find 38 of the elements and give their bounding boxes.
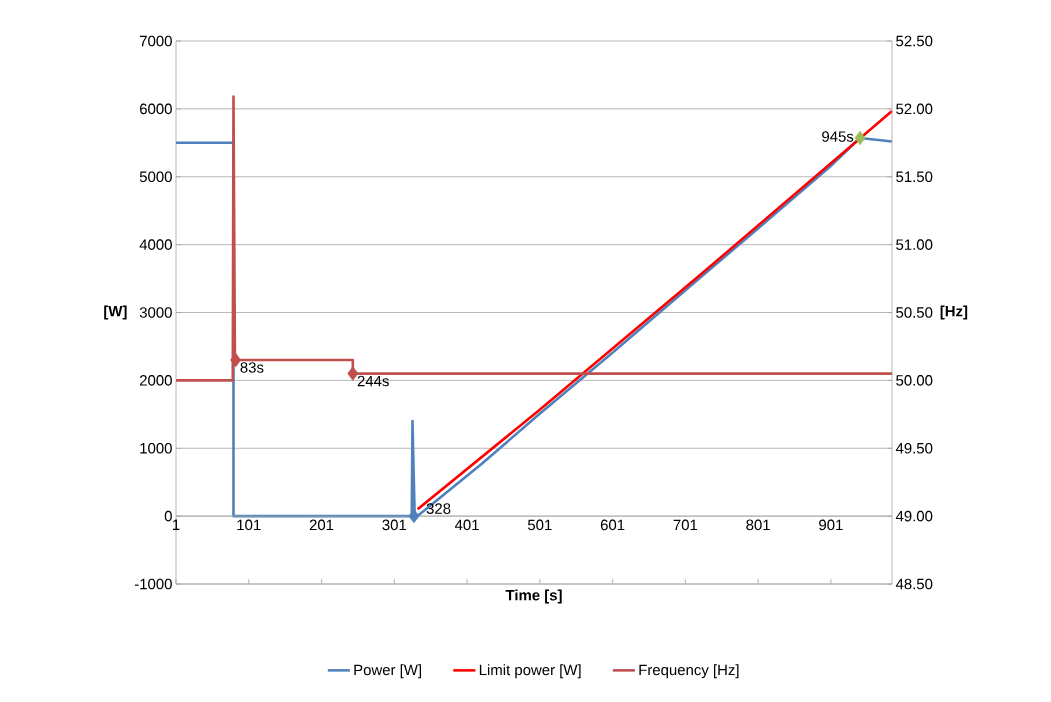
y2-tick-label: 48.50 xyxy=(895,578,933,590)
legend-label: Frequency [Hz] xyxy=(639,664,739,679)
x-tick-label: 1 xyxy=(172,519,180,530)
y-tick-label: 5000 xyxy=(139,171,172,183)
y-tick-label: -1000 xyxy=(134,578,172,590)
y-tick-label: 6000 xyxy=(140,103,172,115)
legend-label: Power [W] xyxy=(354,664,421,679)
x-tick-label: 601 xyxy=(600,519,625,531)
y2-tick-label: 51.00 xyxy=(896,239,933,250)
y2-axis-title: [Hz] xyxy=(940,305,968,320)
legend-label: Limit power [W] xyxy=(479,664,581,679)
x-axis-title: Time [s] xyxy=(505,589,562,604)
y2-tick-label: 49.00 xyxy=(895,510,933,522)
x-tick-label: 301 xyxy=(382,519,407,531)
y-tick-label: 0 xyxy=(164,510,172,522)
x-tick-label: 901 xyxy=(819,519,843,531)
y-tick-label: 1000 xyxy=(140,442,172,454)
y2-tick-label: 52.50 xyxy=(896,35,933,47)
x-tick-label: 401 xyxy=(454,519,479,531)
annotation: 328 xyxy=(426,503,451,514)
x-tick-label: 501 xyxy=(527,519,552,531)
y2-tick-label: 52.00 xyxy=(896,103,933,115)
y2-tick-label: 50.50 xyxy=(896,307,933,318)
y2-tick-label: 49.50 xyxy=(895,442,933,454)
annotation: 244s xyxy=(357,375,389,387)
y-tick-label: 7000 xyxy=(140,35,172,47)
y-axis-title: [W] xyxy=(104,305,127,320)
y-tick-label: 3000 xyxy=(139,307,172,318)
x-tick-label: 701 xyxy=(673,519,698,531)
y2-tick-label: 50.00 xyxy=(896,375,933,386)
y-tick-label: 4000 xyxy=(139,239,172,250)
x-tick-label: 201 xyxy=(309,519,334,531)
x-tick-label: 101 xyxy=(237,519,261,531)
y2-tick-label: 51.50 xyxy=(896,171,933,183)
y-tick-label: 2000 xyxy=(139,375,172,386)
annotation: 945s xyxy=(822,131,854,142)
x-tick-label: 801 xyxy=(746,519,770,531)
annotation: 83s xyxy=(240,362,264,373)
